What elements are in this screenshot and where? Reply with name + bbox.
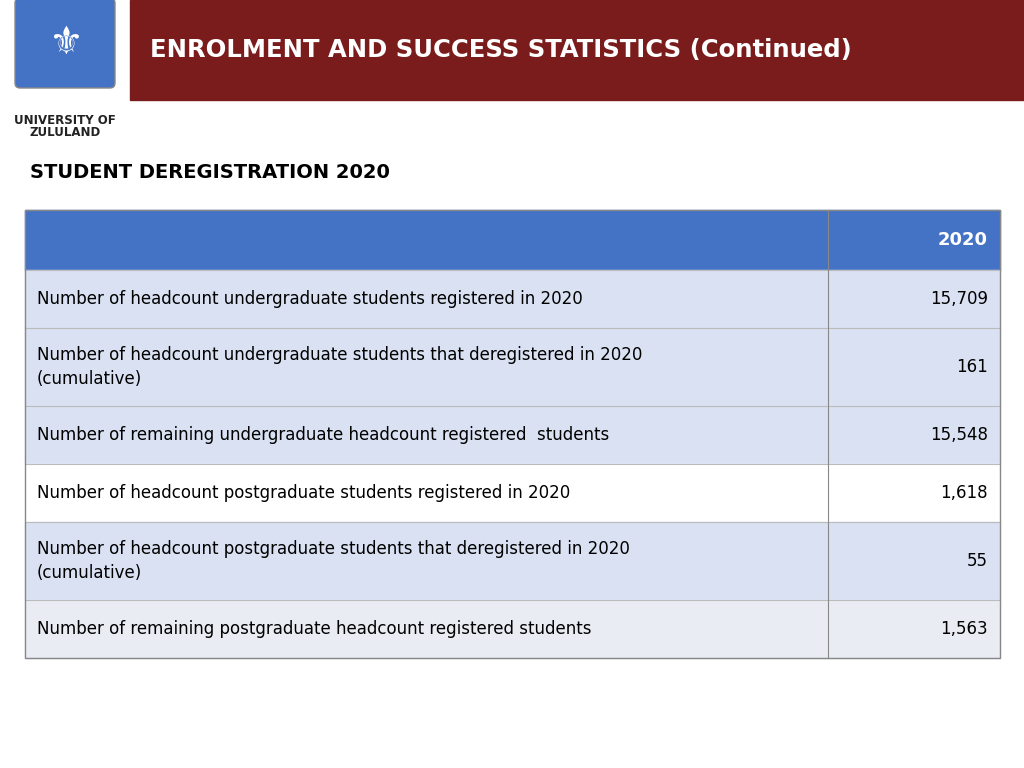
Text: Number of remaining undergraduate headcount registered  students: Number of remaining undergraduate headco… (37, 426, 609, 444)
Text: 161: 161 (956, 358, 988, 376)
Bar (25, 464, 1000, 522)
Bar (25, 328, 1000, 406)
Text: 15,548: 15,548 (930, 426, 988, 444)
Text: ZULULAND: ZULULAND (30, 127, 100, 140)
Text: 15,709: 15,709 (930, 290, 988, 308)
Bar (25, 522, 1000, 600)
Text: Number of headcount postgraduate students registered in 2020: Number of headcount postgraduate student… (37, 484, 570, 502)
Text: Number of headcount postgraduate students that deregistered in 2020
(cumulative): Number of headcount postgraduate student… (37, 540, 630, 582)
Text: UNIVERSITY OF: UNIVERSITY OF (14, 114, 116, 127)
Text: 55: 55 (967, 552, 988, 570)
Bar (25, 270, 1000, 328)
Bar (25, 600, 1000, 658)
Text: 2020: 2020 (938, 231, 988, 249)
Text: ENROLMENT AND SUCCESS STATISTICS (Continued): ENROLMENT AND SUCCESS STATISTICS (Contin… (150, 38, 852, 62)
Text: Number of headcount undergraduate students registered in 2020: Number of headcount undergraduate studen… (37, 290, 583, 308)
Text: 1,618: 1,618 (940, 484, 988, 502)
Bar (130, 0, 1024, 100)
Text: STUDENT DEREGISTRATION 2020: STUDENT DEREGISTRATION 2020 (30, 164, 390, 183)
Bar (25, 210, 1000, 658)
Text: ⚜: ⚜ (47, 24, 83, 62)
Text: Number of remaining postgraduate headcount registered students: Number of remaining postgraduate headcou… (37, 620, 592, 638)
FancyBboxPatch shape (15, 0, 115, 88)
Text: 1,563: 1,563 (940, 620, 988, 638)
Bar (25, 210, 1000, 270)
Text: Number of headcount undergraduate students that deregistered in 2020
(cumulative: Number of headcount undergraduate studen… (37, 346, 642, 388)
Bar (25, 406, 1000, 464)
